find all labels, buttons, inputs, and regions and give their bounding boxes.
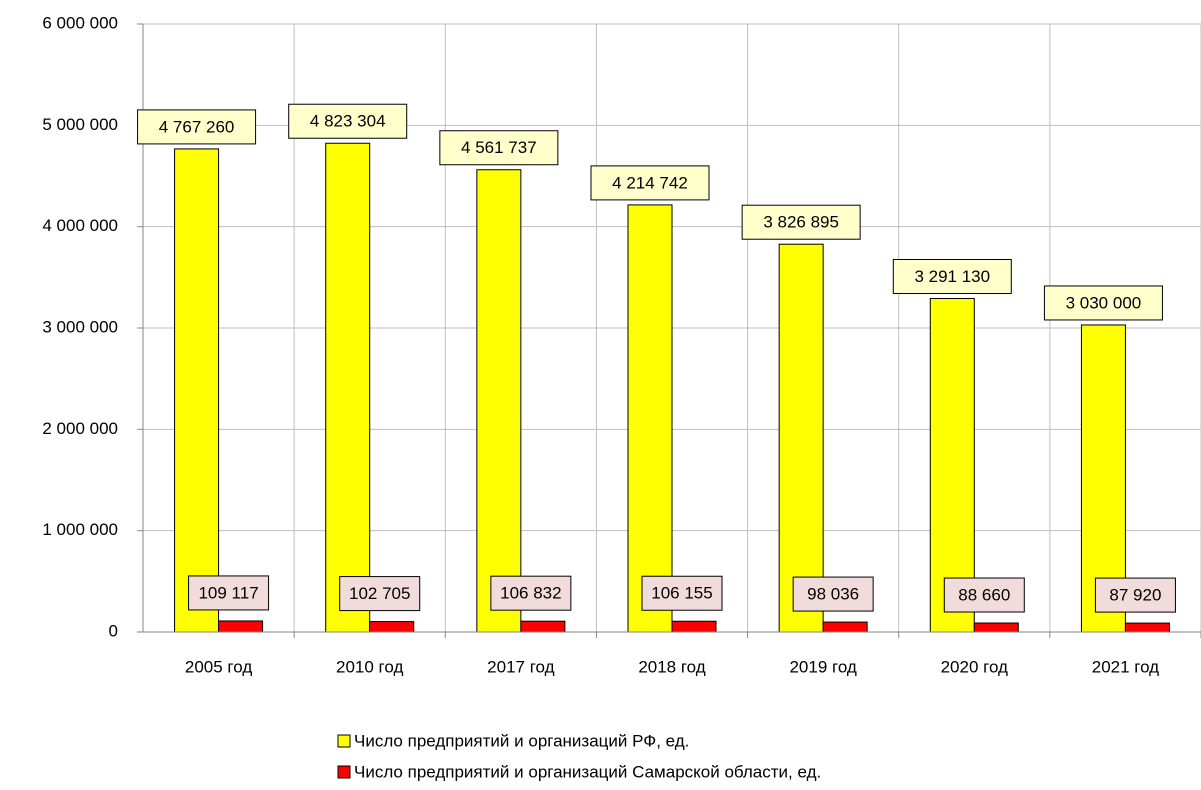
bar: [218, 620, 264, 633]
value-label: 4 767 260: [159, 117, 235, 136]
bar: [476, 169, 522, 633]
x-tick-label: 2021 год: [1092, 657, 1159, 676]
value-label-box: [137, 109, 257, 145]
value-label: 4 561 737: [461, 138, 537, 157]
value-label: 88 660: [958, 586, 1010, 605]
value-label-box: [490, 575, 572, 611]
bar: [174, 148, 220, 633]
bar: [520, 620, 566, 633]
x-tick-label: 2020 год: [941, 657, 1008, 676]
y-tick-label: 2 000 000: [42, 419, 118, 438]
value-label: 106 832: [500, 584, 561, 603]
value-label-box: [741, 204, 861, 240]
x-tick-label: 2010 год: [336, 657, 403, 676]
bar: [973, 622, 1019, 633]
value-label: 3 291 130: [914, 267, 990, 286]
bar: [325, 142, 371, 633]
value-label-box: [1094, 577, 1176, 613]
bar: [671, 620, 717, 633]
bar: [822, 621, 868, 633]
legend-label: Число предприятий и организаций РФ, ед.: [354, 731, 689, 750]
value-label: 4 823 304: [310, 112, 386, 131]
x-tick-label: 2005 год: [185, 657, 252, 676]
bar: [778, 243, 824, 633]
x-tick-label: 2018 год: [638, 657, 705, 676]
value-label-box: [339, 576, 421, 612]
value-label: 102 705: [349, 584, 410, 603]
x-tick-label: 2019 год: [789, 657, 856, 676]
value-label-box: [288, 103, 408, 139]
legend-label: Число предприятий и организаций Самарско…: [354, 762, 821, 781]
legend-swatch: [337, 734, 351, 748]
value-label-box: [1043, 285, 1163, 321]
bar: [1124, 622, 1170, 633]
bar: [627, 204, 673, 633]
value-label-box: [188, 575, 270, 611]
y-tick-label: 4 000 000: [42, 216, 118, 235]
value-label: 98 036: [807, 585, 859, 604]
legend-swatch: [337, 765, 351, 779]
value-label: 87 920: [1109, 586, 1161, 605]
y-tick-label: 3 000 000: [42, 317, 118, 336]
value-label: 3 826 895: [763, 213, 839, 232]
y-tick-label: 1 000 000: [42, 520, 118, 539]
value-label: 4 214 742: [612, 173, 688, 192]
value-label: 109 117: [198, 583, 258, 602]
value-label: 106 155: [651, 584, 712, 603]
value-label-box: [943, 577, 1025, 613]
bar: [369, 621, 415, 633]
value-label-box: [439, 130, 559, 166]
y-tick-label: 5 000 000: [42, 115, 118, 134]
value-label-box: [892, 258, 1012, 294]
value-label: 3 030 000: [1066, 293, 1142, 312]
value-label-box: [792, 576, 874, 612]
y-tick-label: 6 000 000: [42, 13, 118, 32]
y-tick-label: 0: [109, 621, 118, 640]
value-label-box: [590, 165, 710, 201]
x-tick-label: 2017 год: [487, 657, 554, 676]
value-label-box: [641, 575, 723, 611]
